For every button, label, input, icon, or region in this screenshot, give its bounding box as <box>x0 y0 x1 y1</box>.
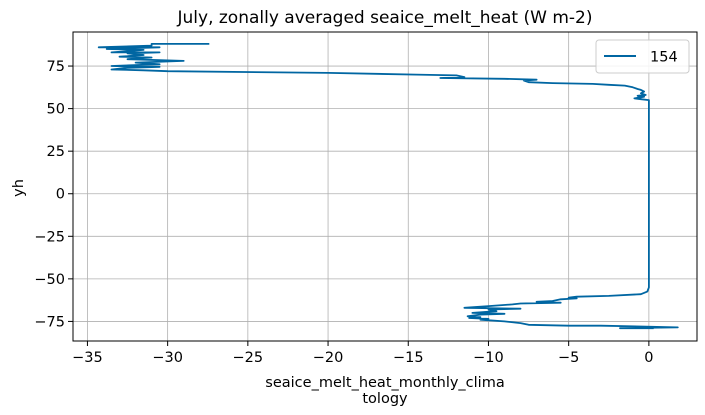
y-tick-label: 0 <box>56 187 65 203</box>
x-tick-label: −30 <box>152 350 183 366</box>
x-tick-label: −10 <box>473 350 504 366</box>
x-tick-label: −15 <box>393 350 424 366</box>
x-axis-ticks: −35 −30 −25 −20 −15 −10 −5 0 <box>72 341 653 366</box>
y-tick-label: −25 <box>34 229 65 245</box>
x-axis-label-line-2: tology <box>362 391 408 407</box>
series-line-154 <box>97 43 679 330</box>
x-tick-label: −5 <box>558 350 579 366</box>
x-tick-label: −25 <box>233 350 264 366</box>
y-tick-label: −75 <box>34 314 65 330</box>
x-tick-label: 0 <box>644 350 653 366</box>
plot-frame <box>72 31 698 342</box>
y-tick-label: 50 <box>47 102 65 118</box>
y-tick-label: −50 <box>34 272 65 288</box>
legend-box <box>595 39 690 74</box>
x-tick-label: −35 <box>72 350 103 366</box>
grid-lines <box>73 32 697 341</box>
y-tick-label: 25 <box>47 144 65 160</box>
legend: 154 <box>595 39 690 74</box>
x-tick-label: −20 <box>313 350 344 366</box>
y-axis-ticks: −75 −50 −25 0 25 50 75 <box>34 59 73 330</box>
legend-label: 154 <box>650 50 678 66</box>
chart-title: July, zonally averaged seaice_melt_heat … <box>177 8 593 28</box>
series-layer <box>97 43 679 330</box>
y-axis-label: yh <box>11 179 27 197</box>
y-tick-label: 75 <box>47 59 65 75</box>
x-axis-label-line-1: seaice_melt_heat_monthly_clima <box>265 375 504 391</box>
